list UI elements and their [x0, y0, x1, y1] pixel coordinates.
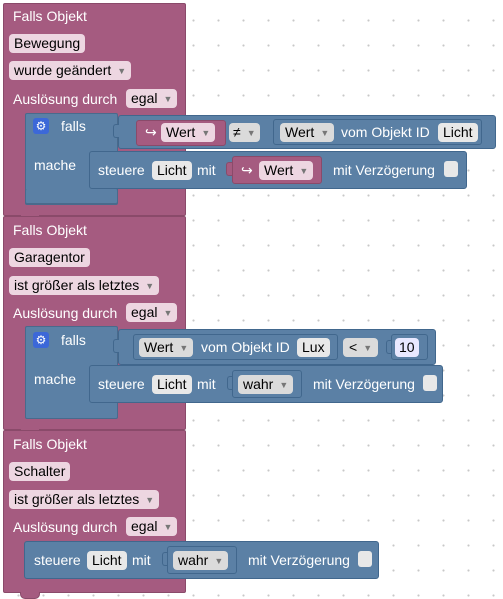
value-field: Wert [144, 339, 174, 355]
if-label: falls [61, 332, 86, 348]
action-label: steuere [34, 552, 81, 568]
dropdown-arrow-icon: ▼ [117, 66, 127, 76]
variable-name: Wert [166, 124, 196, 140]
action-value: wahr [178, 552, 209, 568]
dropdown-arrow-icon: ▼ [145, 281, 155, 291]
trigger-dropdown[interactable]: egal ▼ [126, 517, 178, 536]
condition-value: ist größer als letztes [14, 491, 140, 507]
dropdown-arrow-icon: ▼ [163, 94, 173, 104]
dropdown-arrow-icon: ▼ [279, 380, 289, 390]
of-object-label: vom Objekt ID [341, 124, 430, 140]
trigger-header: Falls Objekt [13, 436, 87, 452]
input-notch [113, 339, 119, 353]
gear-icon[interactable]: ⚙ [33, 332, 49, 348]
condition-dropdown[interactable]: ist größer als letztes ▼ [9, 490, 160, 509]
trigger-value: egal [131, 518, 158, 534]
with-label: mit [197, 162, 216, 178]
operator-value: ≠ [233, 124, 241, 140]
do-label: mache [34, 371, 77, 387]
object-field[interactable]: Schalter [9, 462, 71, 481]
input-notch [227, 376, 233, 390]
value-dropdown[interactable]: Wert ▼ [139, 338, 194, 357]
condition-dropdown[interactable]: wurde geändert ▼ [9, 61, 132, 80]
input-notch [226, 162, 232, 176]
delay-checkbox[interactable] [444, 161, 458, 177]
trigger-value: egal [131, 304, 158, 320]
with-label: mit [132, 552, 151, 568]
dropdown-arrow-icon: ▼ [246, 128, 256, 138]
condition-value: wurde geändert [14, 62, 112, 78]
trigger-label: Auslösung durch [13, 519, 118, 535]
of-object-label: vom Objekt ID [201, 339, 290, 355]
input-notch [386, 340, 392, 354]
dropdown-arrow-icon: ▼ [320, 128, 330, 138]
action-value: Wert [264, 162, 294, 178]
object-field[interactable]: Bewegung [9, 34, 86, 53]
dropdown-arrow-icon: ▼ [214, 556, 224, 566]
with-label: mit [197, 376, 216, 392]
action-value: wahr [243, 376, 274, 392]
action-label: steuere [98, 376, 145, 392]
trigger-header: Falls Objekt [13, 222, 87, 238]
gear-icon[interactable]: ⚙ [33, 118, 49, 134]
delay-checkbox[interactable] [358, 551, 372, 567]
do-label: mache [34, 157, 77, 173]
action-label: steuere [98, 162, 145, 178]
action-value-dropdown[interactable]: wahr ▼ [238, 375, 294, 394]
delay-label: mit Verzögerung [248, 552, 350, 568]
trigger-label: Auslösung durch [13, 305, 118, 321]
dropdown-arrow-icon: ▼ [299, 166, 309, 176]
operator-dropdown[interactable]: < ▼ [343, 338, 379, 357]
value-field: Wert [285, 124, 315, 140]
variable-arrow-icon: ↪ [241, 162, 253, 178]
compare-number-field[interactable]: 10 [395, 338, 419, 357]
trigger-dropdown[interactable]: egal ▼ [126, 303, 178, 322]
object-id-field[interactable]: Lux [297, 338, 330, 357]
trigger-header: Falls Objekt [13, 8, 87, 24]
action-value-dropdown[interactable]: Wert ▼ [259, 161, 314, 180]
delay-checkbox[interactable] [423, 375, 437, 391]
object-field[interactable]: Garagentor [9, 248, 90, 267]
variable-dropdown[interactable]: Wert ▼ [161, 123, 216, 142]
trigger-label: Auslösung durch [13, 91, 118, 107]
operator-value: < [349, 339, 358, 355]
dropdown-arrow-icon: ▼ [201, 128, 211, 138]
input-notch [113, 124, 119, 138]
condition-dropdown[interactable]: ist größer als letztes ▼ [9, 276, 160, 295]
dropdown-arrow-icon: ▼ [179, 343, 189, 353]
if-block-bottom [25, 189, 118, 204]
trigger-dropdown[interactable]: egal ▼ [126, 89, 178, 108]
dropdown-arrow-icon: ▼ [163, 522, 173, 532]
dropdown-arrow-icon: ▼ [363, 343, 373, 353]
value-dropdown[interactable]: Wert ▼ [280, 123, 335, 142]
object-id-field[interactable]: Licht [438, 123, 478, 142]
dropdown-arrow-icon: ▼ [145, 495, 155, 505]
if-label: falls [61, 118, 86, 134]
delay-label: mit Verzögerung [333, 162, 435, 178]
action-target-field[interactable]: Licht [152, 375, 192, 394]
action-target-field[interactable]: Licht [87, 551, 127, 570]
trigger-value: egal [131, 90, 158, 106]
action-value-dropdown[interactable]: wahr ▼ [173, 551, 229, 570]
delay-label: mit Verzögerung [313, 376, 415, 392]
variable-arrow-icon: ↪ [145, 124, 157, 140]
action-target-field[interactable]: Licht [152, 161, 192, 180]
input-notch [162, 552, 168, 566]
operator-dropdown[interactable]: ≠ ▼ [229, 123, 260, 142]
condition-value: ist größer als letztes [14, 277, 140, 293]
dropdown-arrow-icon: ▼ [163, 308, 173, 318]
